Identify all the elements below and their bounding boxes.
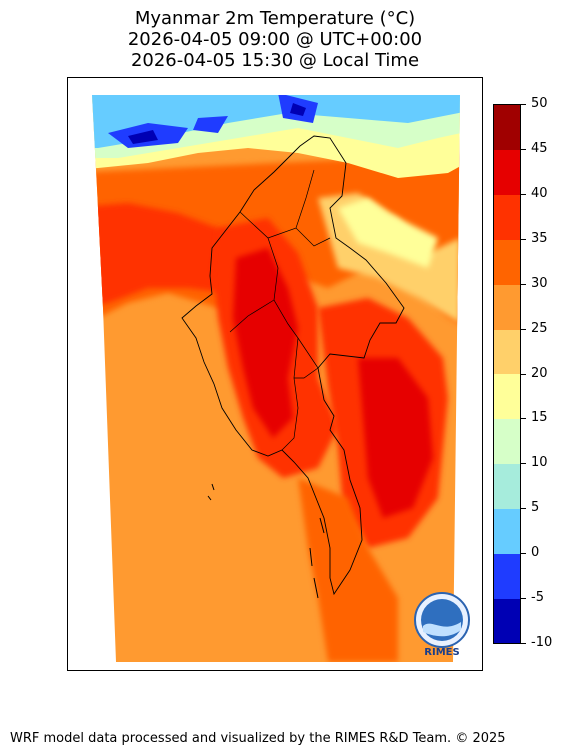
colorbar xyxy=(493,104,521,644)
colorbar-segment xyxy=(494,374,520,420)
colorbar-tick-label: 30 xyxy=(531,275,548,291)
colorbar-tick-label: -5 xyxy=(531,590,544,606)
logo-text: RIMES xyxy=(424,647,459,658)
islands xyxy=(207,483,325,599)
field-minus5-0-north xyxy=(108,95,318,148)
title-line-3: 2026-04-05 15:30 @ Local Time xyxy=(130,50,420,71)
colorbar-tick xyxy=(521,104,526,105)
colorbar-tick xyxy=(521,328,526,330)
colorbar-tick xyxy=(521,508,526,510)
colorbar-tick xyxy=(521,373,526,375)
colorbar-tick-label: 10 xyxy=(531,455,548,471)
colorbar-segment xyxy=(494,508,520,554)
colorbar-tick xyxy=(521,643,526,644)
colorbar-segment xyxy=(494,418,520,465)
field-35-40-west xyxy=(92,203,248,308)
colorbar-tick xyxy=(521,283,526,285)
field-40-45-central xyxy=(233,248,298,438)
temperature-map: RIMES xyxy=(92,95,470,662)
colorbar-tick-label: 0 xyxy=(531,545,540,561)
map-panel: RIMES xyxy=(67,77,483,671)
field-30-35-south xyxy=(298,478,398,662)
map-title: Myanmar 2m Temperature (°C) 2026-04-05 0… xyxy=(0,8,550,71)
colorbar-tick xyxy=(521,148,526,150)
colorbar-tick-label: 50 xyxy=(531,96,548,111)
field-15-20-plateau xyxy=(338,198,438,268)
colorbar-tick xyxy=(521,418,526,420)
colorbar-segment xyxy=(494,553,520,599)
footer-credit: WRF model data processed and visualized … xyxy=(10,731,506,746)
colorbar-tick-label: -10 xyxy=(531,635,553,650)
colorbar-segment xyxy=(494,239,520,285)
field-40-45-east xyxy=(358,358,433,518)
colorbar-segment xyxy=(494,329,520,375)
colorbar-segment xyxy=(494,105,520,151)
myanmar-border xyxy=(181,135,405,596)
colorbar-tick xyxy=(521,598,526,600)
title-line-2: 2026-04-05 09:00 @ UTC+00:00 xyxy=(127,29,423,50)
colorbar-tick-label: 40 xyxy=(531,185,548,201)
colorbar-segment xyxy=(494,284,520,330)
colorbar-tick-label: 15 xyxy=(531,410,548,426)
colorbar-segment xyxy=(494,149,520,196)
temperature-field xyxy=(92,95,460,662)
colorbar-tick-label: 45 xyxy=(531,140,548,156)
colorbar-tick xyxy=(521,553,526,555)
colorbar-tick-label: 35 xyxy=(531,230,548,246)
colorbar-tick-label: 5 xyxy=(531,500,540,516)
rimes-logo-icon: RIMES xyxy=(414,592,470,658)
colorbar-tick xyxy=(521,238,526,240)
colorbar-segment xyxy=(494,463,520,509)
colorbar-tick xyxy=(521,463,526,465)
colorbar-tick-label: 20 xyxy=(531,365,548,381)
title-line-1: Myanmar 2m Temperature (°C) xyxy=(134,8,416,29)
field-minus10-minus5-north xyxy=(128,103,306,144)
colorbar-segment xyxy=(494,194,520,240)
colorbar-segment xyxy=(494,598,520,644)
state-borders xyxy=(229,169,331,451)
colorbar-tick xyxy=(521,193,526,195)
colorbar-tick-label: 25 xyxy=(531,320,548,336)
